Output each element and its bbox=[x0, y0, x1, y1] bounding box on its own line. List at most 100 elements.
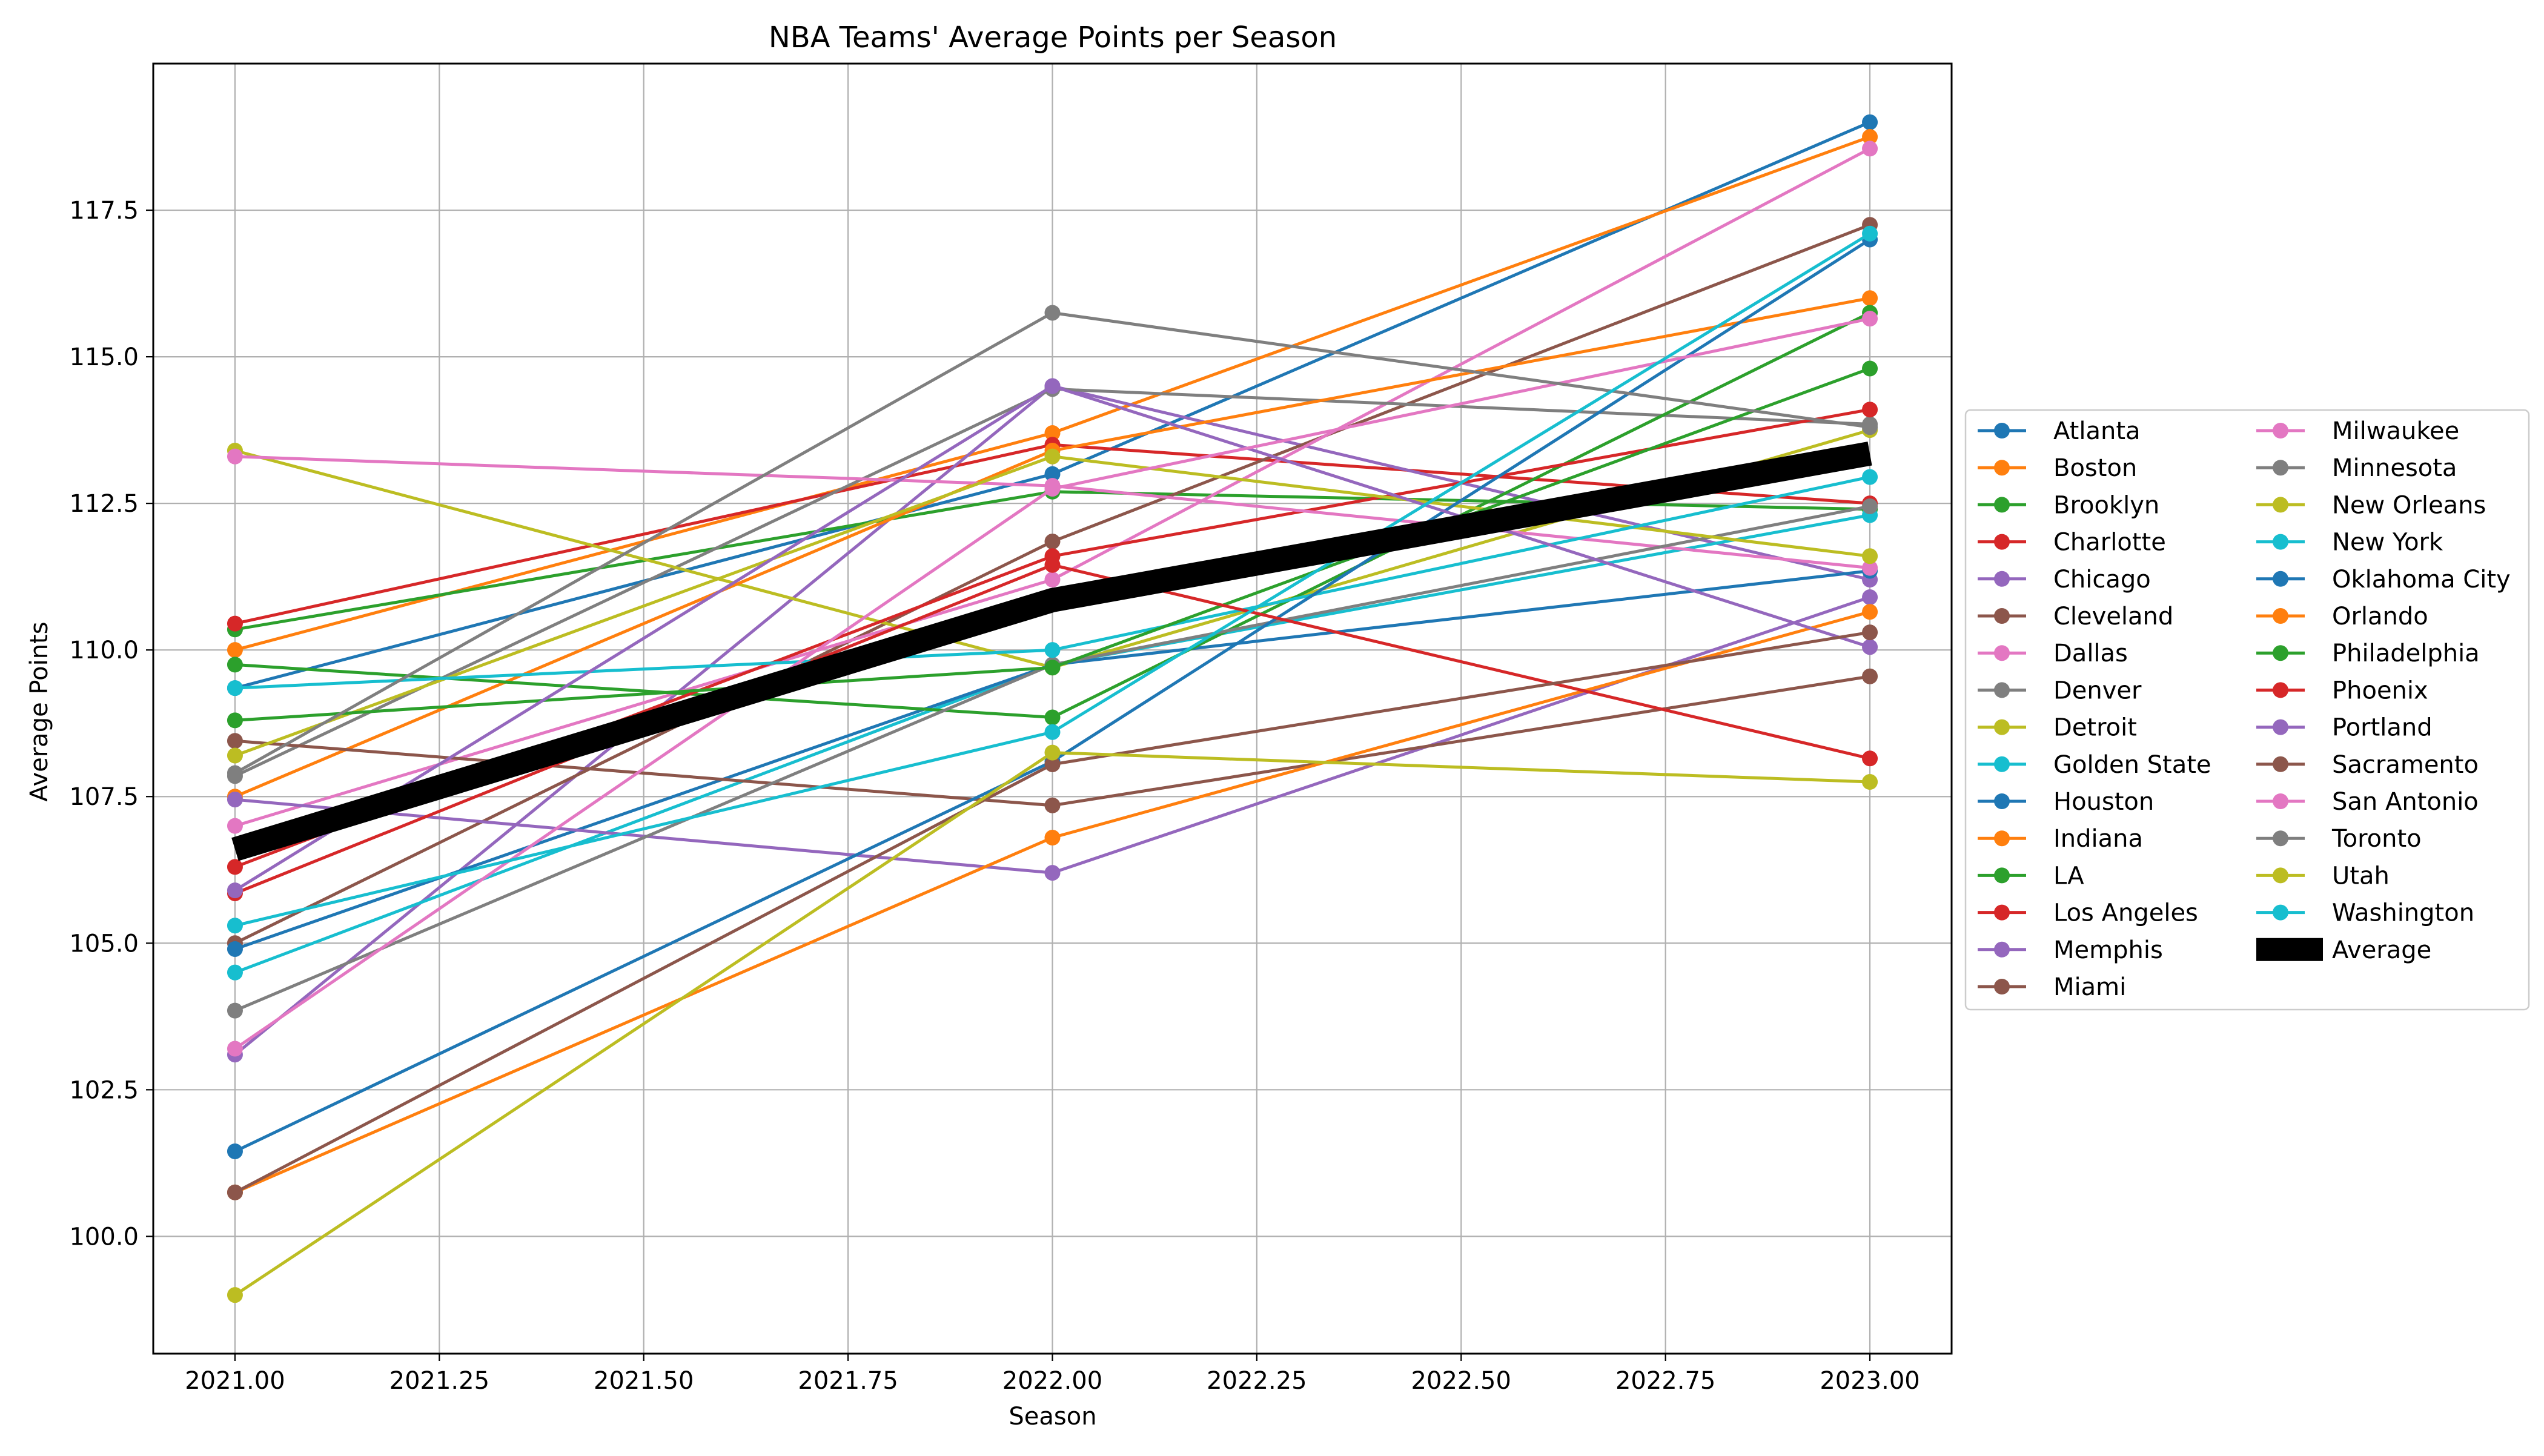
y-tick-label: 102.5 bbox=[69, 1076, 139, 1104]
data-point bbox=[227, 1002, 243, 1019]
data-point bbox=[1862, 639, 1878, 655]
legend-item: Cleveland bbox=[1978, 603, 2173, 630]
series-lines bbox=[227, 114, 1878, 1303]
series-utah bbox=[227, 744, 1878, 1303]
data-point bbox=[1044, 572, 1061, 587]
legend-label: Utah bbox=[2332, 862, 2390, 890]
data-point bbox=[1862, 589, 1878, 606]
legend-swatch-marker bbox=[1994, 941, 2010, 958]
data-point bbox=[1862, 311, 1878, 327]
legend-label: Dallas bbox=[2053, 640, 2128, 667]
data-point bbox=[227, 882, 243, 899]
legend-item: Chicago bbox=[1978, 566, 2151, 594]
x-tick-label: 2021.00 bbox=[185, 1367, 285, 1395]
data-point bbox=[1044, 830, 1061, 845]
legend-item: Average bbox=[2256, 936, 2431, 964]
data-point bbox=[1862, 774, 1878, 790]
series-washington bbox=[227, 225, 1878, 934]
data-point bbox=[1044, 865, 1061, 881]
data-point bbox=[1044, 425, 1061, 441]
data-point bbox=[1044, 797, 1061, 813]
legend-item: Indiana bbox=[1978, 825, 2143, 853]
legend-item: Brooklyn bbox=[1978, 491, 2159, 519]
legend-item: Memphis bbox=[1978, 936, 2163, 964]
data-point bbox=[227, 792, 243, 808]
legend-swatch-marker bbox=[2273, 645, 2288, 661]
data-point bbox=[227, 818, 243, 834]
legend-item: Los Angeles bbox=[1978, 899, 2198, 927]
legend-label: Phoenix bbox=[2332, 677, 2428, 704]
data-point bbox=[1044, 448, 1061, 465]
legend-label: San Antonio bbox=[2332, 788, 2479, 816]
legend-swatch-marker bbox=[1994, 756, 2010, 772]
data-point bbox=[1862, 402, 1878, 418]
legend-item: Washington bbox=[2256, 899, 2474, 927]
data-point bbox=[1044, 378, 1061, 394]
legend-label: Miami bbox=[2053, 973, 2126, 1001]
legend-item: Charlotte bbox=[1978, 529, 2166, 557]
legend-swatch-marker bbox=[1994, 979, 2010, 994]
legend-swatch-marker bbox=[1994, 867, 2010, 884]
data-point bbox=[1862, 604, 1878, 620]
legend-item: Atlanta bbox=[1978, 417, 2141, 445]
y-tick-label: 107.5 bbox=[69, 783, 139, 811]
legend-item: Boston bbox=[1978, 454, 2137, 482]
legend-swatch-marker bbox=[1994, 460, 2010, 476]
series-new-york bbox=[227, 469, 1878, 697]
legend-swatch-marker bbox=[2273, 497, 2288, 513]
data-point bbox=[1862, 290, 1878, 306]
legend-label: Average bbox=[2332, 936, 2431, 964]
legend-item: Golden State bbox=[1978, 751, 2211, 779]
legend-item: Denver bbox=[1978, 677, 2142, 704]
legend-swatch-marker bbox=[1994, 904, 2010, 921]
legend-box bbox=[1964, 409, 2530, 1011]
x-tick-label: 2021.75 bbox=[798, 1367, 898, 1395]
series-toronto bbox=[227, 305, 1878, 781]
legend-swatch-marker bbox=[2273, 608, 2288, 624]
y-tick-label: 110.0 bbox=[69, 637, 139, 664]
data-point bbox=[1044, 709, 1061, 726]
data-point bbox=[227, 1184, 243, 1200]
x-tick-label: 2022.00 bbox=[1002, 1367, 1102, 1395]
data-point bbox=[227, 918, 243, 934]
legend-swatch-marker bbox=[1994, 793, 2010, 809]
data-point bbox=[1862, 624, 1878, 641]
series-memphis bbox=[227, 589, 1878, 881]
legend-label: Milwaukee bbox=[2332, 417, 2459, 445]
legend-label: LA bbox=[2053, 862, 2084, 890]
y-tick-label: 100.0 bbox=[69, 1223, 139, 1251]
legend-label: Chicago bbox=[2053, 566, 2151, 594]
legend-item: New York bbox=[2256, 529, 2443, 557]
legend-label: Philadelphia bbox=[2332, 640, 2480, 667]
data-point bbox=[1862, 141, 1878, 157]
data-point bbox=[227, 1287, 243, 1303]
legend-label: Indiana bbox=[2053, 825, 2143, 853]
legend-label: Orlando bbox=[2332, 603, 2428, 630]
legend-item: Houston bbox=[1978, 788, 2154, 816]
legend-label: Atlanta bbox=[2053, 417, 2141, 445]
x-tick-label: 2022.75 bbox=[1615, 1367, 1715, 1395]
plot-border bbox=[152, 62, 1953, 1355]
x-tick-label: 2022.25 bbox=[1207, 1367, 1307, 1395]
x-tick-label: 2021.50 bbox=[594, 1367, 694, 1395]
data-point bbox=[1862, 750, 1878, 767]
legend-item: Minnesota bbox=[2256, 454, 2457, 482]
y-tick-label: 115.0 bbox=[69, 343, 139, 371]
data-point bbox=[1044, 480, 1061, 497]
legend-label: Memphis bbox=[2053, 936, 2163, 964]
legend-item: LA bbox=[1978, 862, 2084, 890]
data-point bbox=[1862, 225, 1878, 242]
x-axis-label: Season bbox=[1009, 1403, 1096, 1431]
data-point bbox=[1862, 469, 1878, 485]
legend-label: Toronto bbox=[2331, 825, 2422, 853]
data-point bbox=[227, 1143, 243, 1159]
data-point bbox=[1862, 129, 1878, 145]
legend-swatch-marker bbox=[1994, 497, 2010, 513]
legend-label: New York bbox=[2332, 529, 2443, 557]
legend-swatch-marker bbox=[2273, 682, 2288, 698]
legend-label: Sacramento bbox=[2332, 751, 2479, 779]
legend-item: Oklahoma City bbox=[2256, 566, 2511, 594]
axes: 2021.00 2021.25 2021.50 2021.75 2022.00 2022.… bbox=[69, 197, 1920, 1395]
